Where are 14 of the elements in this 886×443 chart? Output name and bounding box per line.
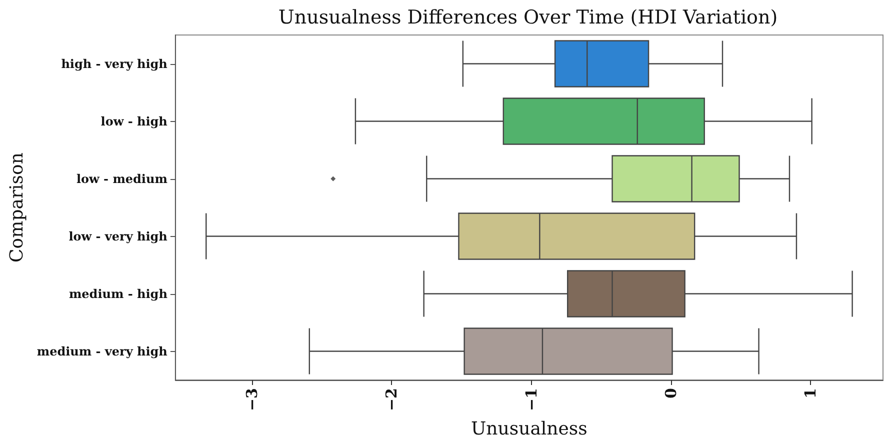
y-tick-label: high - very high — [61, 56, 168, 71]
y-tick-label: low - very high — [68, 229, 168, 244]
chart-title: Unusualness Differences Over Time (HDI Variation) — [278, 6, 778, 28]
x-tick-label: 0 — [662, 388, 680, 398]
y-tick-label: low - medium — [76, 172, 168, 186]
y-tick-label: medium - very high — [36, 344, 168, 358]
y-tick-label: low - high — [100, 114, 168, 128]
x-tick-label: −2 — [382, 388, 401, 412]
x-axis-title: Unusualness — [471, 418, 588, 440]
x-tick-label: −1 — [522, 388, 540, 412]
x-tick-label: −3 — [243, 388, 262, 412]
y-tick-label: medium - high — [68, 286, 168, 301]
y-axis-title: Comparison — [6, 152, 28, 262]
x-tick-label: 1 — [801, 388, 820, 398]
